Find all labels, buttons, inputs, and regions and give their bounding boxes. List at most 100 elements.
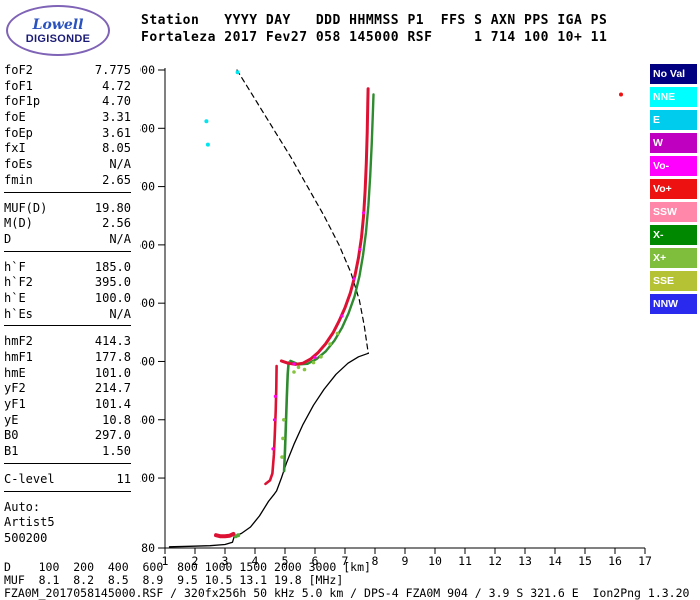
parameter-name: h`F	[4, 259, 26, 274]
x-tick-label: 9	[402, 554, 409, 568]
parameter-name: C-level	[4, 471, 55, 486]
o-scatter-magenta	[340, 314, 344, 318]
x-scatter-green	[280, 455, 284, 459]
y-tick-label: 80	[141, 541, 155, 555]
o-scatter-magenta	[352, 277, 356, 281]
o-scatter-magenta	[271, 447, 275, 451]
x-tick-label: 11	[458, 554, 472, 568]
parameter-row: h`F 185.0	[4, 260, 131, 276]
parameter-row: B1 1.50	[4, 444, 131, 460]
legend-item-nne: NNE	[650, 87, 697, 107]
x-tick-label: 8	[372, 554, 379, 568]
parameter-value: 414.3	[94, 334, 131, 349]
otrace-f1-cusp	[264, 364, 278, 486]
parameter-name: h`F2	[4, 275, 33, 290]
parameter-row: hmF2 414.3	[4, 334, 131, 350]
parameter-row: fmin 2.65	[4, 173, 131, 189]
x-tick-label: 6	[312, 554, 319, 568]
x-tick-label: 3	[222, 554, 229, 568]
x-scatter-green	[335, 331, 340, 336]
parameter-row: M(D) 2.56	[4, 216, 131, 232]
x-scatter-green	[296, 365, 301, 370]
x-tick-label: 1	[162, 554, 169, 568]
parameter-row: D N/A	[4, 232, 131, 248]
x-scatter-green	[328, 342, 332, 346]
otrace-f2	[279, 87, 370, 366]
x-tick-label: 16	[608, 554, 622, 568]
parameter-row: yF2 214.7	[4, 381, 131, 397]
parameter-value: 395.0	[94, 275, 131, 290]
autoscaling-line: Auto:	[4, 499, 41, 514]
autoscaling-line: Artist5	[4, 515, 55, 530]
parameter-group: hmF2 414.3 hmF1 177.8 hmE 101.0 yF2 214.7 yF1 101…	[4, 334, 131, 464]
parameter-name: h`E	[4, 290, 26, 305]
parameter-value: 10.8	[102, 412, 131, 427]
muf-row: MUF 8.1 8.2 8.5 8.9 9.5 10.5 13.1 19.8 […	[4, 573, 344, 587]
parameter-row: foEs N/A	[4, 157, 131, 173]
parameter-name: yF1	[4, 397, 26, 412]
parameter-panel: foF2 7.775 foF1 4.72 foF1p 4.70 foE 3.31 foEp 3.6…	[4, 63, 131, 547]
x-scatter-green	[319, 355, 323, 359]
scatter-cyan	[204, 119, 209, 124]
station-header-values: Fortaleza 2017 Fev27 058 145000 RSF 1 71…	[141, 30, 608, 45]
parameter-name: D	[4, 231, 12, 246]
parameter-value: 297.0	[94, 428, 131, 443]
x-tick-label: 4	[252, 554, 259, 568]
parameter-name: MUF(D)	[4, 200, 48, 215]
parameter-name: yF2	[4, 381, 26, 396]
parameter-row: MUF(D) 19.80	[4, 201, 131, 217]
parameter-row: h`E 100.0	[4, 291, 131, 307]
autoscaling-block: Auto: Artist5 500200	[4, 500, 131, 547]
direction-legend: No Val NNE E W Vo- Vo+ SSW X- X+ SSE NNW	[650, 64, 697, 317]
lowell-digisonde-logo: Lowell DIGISONDE	[6, 5, 110, 56]
parameter-value: N/A	[109, 306, 131, 321]
parameter-name: foF1p	[4, 94, 41, 109]
parameter-group: h`F 185.0 h`F2 395.0 h`E 100.0 h`Es N/A	[4, 260, 131, 327]
x-scatter-green	[281, 436, 285, 441]
legend-item-nnw: NNW	[650, 294, 697, 314]
legend-item-vo+: Vo+	[650, 179, 697, 199]
file-info-row: FZA0M_2017058145000.RSF / 320fx256h 50 k…	[4, 586, 690, 600]
parameter-value: 8.05	[102, 141, 131, 156]
x-tick-label: 13	[518, 554, 532, 568]
x-scatter-green	[282, 418, 286, 422]
x-tick-label: 5	[282, 554, 289, 568]
autoscaling-line: 500200	[4, 530, 48, 545]
y-tick-label: 300	[140, 413, 155, 427]
parameter-name: yE	[4, 412, 19, 427]
x-scatter-green	[292, 370, 296, 374]
parameter-name: B0	[4, 428, 19, 443]
parameter-value: 101.0	[94, 365, 131, 380]
logo-digisonde-text: DIGISONDE	[25, 32, 91, 45]
parameter-name: M(D)	[4, 216, 33, 231]
topside-profile-model-dashed	[236, 69, 369, 354]
parameter-value: 4.70	[102, 94, 131, 109]
parameter-value: 3.61	[102, 125, 131, 140]
o-scatter-magenta	[272, 418, 277, 422]
y-tick-label: 800	[140, 121, 155, 135]
true-height-profile	[168, 352, 369, 548]
parameter-group: MUF(D) 19.80 M(D) 2.56 D N/A	[4, 201, 131, 252]
parameter-row: foEp 3.61	[4, 126, 131, 142]
otrace-e	[214, 532, 236, 539]
parameter-name: foE	[4, 110, 26, 125]
x-tick-label: 10	[428, 554, 442, 568]
legend-item-ssw: SSW	[650, 202, 697, 222]
scatter-red-dot	[619, 92, 623, 97]
legend-item-x+: X+	[650, 248, 697, 268]
legend-item-sse: SSE	[650, 271, 697, 291]
parameter-row: h`Es N/A	[4, 307, 131, 323]
xtrace-e-dots	[236, 533, 241, 538]
x-tick-label: 15	[578, 554, 592, 568]
parameter-row: C-level 11	[4, 472, 131, 488]
legend-item-x-: X-	[650, 225, 697, 245]
x-tick-label: 7	[342, 554, 349, 568]
o-scatter-magenta	[362, 211, 366, 215]
parameter-name: hmF1	[4, 350, 33, 364]
legend-item-no-val: No Val	[650, 64, 697, 84]
parameter-row: fxI 8.05	[4, 141, 131, 157]
logo-lowell-text: Lowell	[32, 16, 84, 33]
parameter-name: hmE	[4, 365, 26, 380]
parameter-value: N/A	[109, 157, 131, 172]
parameter-value: 11	[116, 471, 131, 486]
